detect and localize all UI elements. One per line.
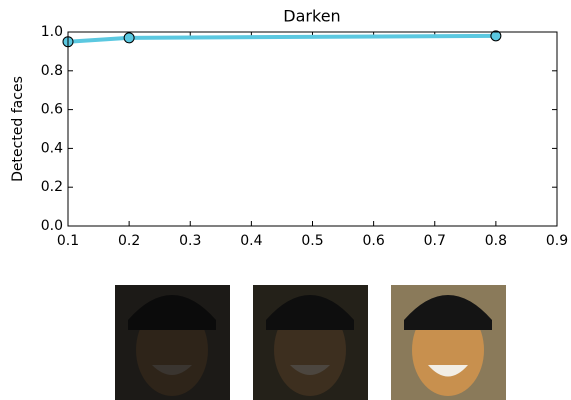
x-tick-label: 0.6 xyxy=(362,233,384,249)
x-tick-label: 0.4 xyxy=(240,233,262,249)
y-tick-label: 0.6 xyxy=(41,102,63,118)
x-tick-label: 0.8 xyxy=(485,233,507,249)
y-tick-label: 1.0 xyxy=(41,24,63,40)
x-tick-label: 0.7 xyxy=(424,233,446,249)
y-tick-label: 0.2 xyxy=(41,179,63,195)
face-image xyxy=(253,285,368,400)
x-tick-label: 0.3 xyxy=(179,233,201,249)
chart-title: Darken xyxy=(283,7,340,26)
data-point xyxy=(490,30,502,42)
y-tick-label: 0.4 xyxy=(41,140,63,156)
y-axis-label: Detected faces xyxy=(10,76,26,182)
x-tick-label: 0.9 xyxy=(546,233,568,249)
plot-frame xyxy=(67,31,558,227)
x-tick-label: 0.5 xyxy=(301,233,323,249)
data-point xyxy=(123,32,135,44)
x-tick-label: 0.2 xyxy=(118,233,140,249)
face-image xyxy=(115,285,230,400)
y-tick-label: 0.0 xyxy=(41,218,63,234)
face-images xyxy=(115,285,506,400)
x-tick-label: 0.1 xyxy=(57,233,79,249)
y-tick-label: 0.8 xyxy=(41,63,63,79)
face-image xyxy=(391,285,506,400)
